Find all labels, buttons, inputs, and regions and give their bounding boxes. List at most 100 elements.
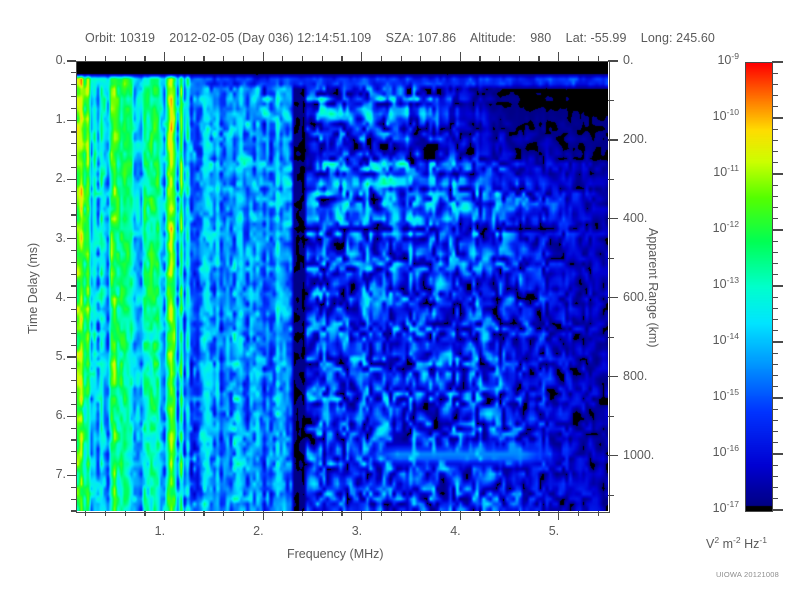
y-left-minor-tick bbox=[71, 190, 76, 192]
y-left-tick-label: 1. bbox=[55, 112, 66, 127]
header-metadata: Orbit: 10319 2012-02-05 (Day 036) 12:14:… bbox=[85, 31, 715, 45]
y-left-minor-tick bbox=[71, 143, 76, 145]
colorbar-major-tick bbox=[772, 397, 784, 399]
y-left-minor-tick bbox=[71, 249, 76, 252]
x-minor-tick bbox=[341, 511, 343, 516]
y-left-minor-tick bbox=[71, 380, 76, 382]
colorbar-minor-tick bbox=[772, 475, 779, 477]
y-right-minor-tick bbox=[608, 257, 614, 259]
y-left-major-tick bbox=[67, 60, 76, 62]
y-left-minor-tick bbox=[71, 368, 76, 370]
y-left-minor-tick bbox=[71, 95, 76, 98]
y-right-minor-tick bbox=[608, 494, 614, 496]
colorbar-minor-tick bbox=[772, 218, 779, 220]
y-left-minor-tick bbox=[71, 344, 76, 346]
y-left-tick-label: 2. bbox=[55, 171, 66, 186]
y-left-minor-tick bbox=[71, 285, 76, 287]
y-right-major-tick bbox=[608, 455, 618, 457]
x-minor-tick-top bbox=[439, 56, 442, 61]
x-minor-tick-top bbox=[203, 56, 205, 61]
x-major-tick bbox=[459, 511, 461, 520]
colorbar-minor-tick bbox=[772, 442, 779, 444]
y-left-minor-tick bbox=[71, 498, 76, 500]
colorbar-tick-label: 10-12 bbox=[712, 218, 739, 235]
y-right-major-tick bbox=[608, 139, 618, 141]
colorbar-major-tick bbox=[772, 453, 784, 455]
x-minor-tick-top bbox=[223, 56, 225, 61]
colorbar-tick-label: 10-9 bbox=[717, 50, 739, 67]
x-major-tick-top bbox=[361, 52, 363, 61]
y-left-minor-tick bbox=[71, 332, 76, 334]
spectrogram-canvas[interactable] bbox=[76, 61, 608, 511]
y-left-minor-tick bbox=[71, 403, 76, 405]
x-minor-tick bbox=[479, 511, 481, 516]
colorbar-tick-label: 10-11 bbox=[713, 162, 739, 179]
y-left-minor-tick bbox=[71, 391, 76, 394]
y-left-minor-tick bbox=[71, 463, 76, 465]
x-tick-label: 4. bbox=[450, 524, 461, 538]
y-left-minor-tick bbox=[71, 72, 76, 74]
y-left-minor-tick bbox=[71, 439, 76, 441]
x-minor-tick-top bbox=[597, 56, 599, 61]
x-minor-tick-top bbox=[282, 56, 284, 61]
y-left-minor-tick bbox=[71, 261, 76, 263]
colorbar-minor-tick bbox=[772, 431, 779, 433]
y-right-tick-label: 0. bbox=[623, 53, 634, 67]
colorbar-minor-tick bbox=[772, 319, 779, 321]
x-major-tick bbox=[558, 511, 560, 520]
colorbar-minor-tick bbox=[772, 128, 779, 130]
x-minor-tick-top bbox=[538, 56, 540, 61]
x-major-tick-top bbox=[558, 52, 560, 61]
x-minor-tick bbox=[242, 511, 245, 516]
x-tick-label: 3. bbox=[351, 524, 363, 538]
colorbar-minor-tick bbox=[772, 352, 779, 354]
colorbar-tick-label: 10-16 bbox=[712, 442, 739, 459]
y-left-minor-tick bbox=[71, 166, 76, 169]
x-minor-tick bbox=[144, 511, 146, 516]
y-right-minor-tick bbox=[608, 415, 614, 417]
colorbar-major-tick bbox=[772, 117, 784, 119]
y-axis-left-title: Time Delay (ms) bbox=[26, 242, 40, 334]
y-left-minor-tick bbox=[71, 320, 76, 323]
x-major-tick bbox=[164, 511, 166, 520]
y-left-major-tick bbox=[67, 356, 76, 358]
colorbar-minor-tick bbox=[772, 251, 779, 253]
x-minor-tick-top bbox=[242, 56, 245, 61]
y-left-minor-tick bbox=[71, 486, 76, 488]
spectrogram-plot-area[interactable] bbox=[76, 61, 608, 511]
colorbar-major-tick bbox=[772, 229, 784, 231]
colorbar-minor-tick bbox=[772, 274, 779, 276]
y-left-minor-tick bbox=[71, 427, 76, 429]
y-left-minor-tick bbox=[71, 84, 76, 86]
x-minor-tick-top bbox=[321, 56, 323, 61]
y-left-major-tick bbox=[67, 474, 76, 477]
x-minor-tick bbox=[183, 511, 185, 516]
colorbar-minor-tick bbox=[772, 386, 779, 388]
y-right-tick-label: 400. bbox=[623, 210, 648, 225]
colorbar-minor-tick bbox=[772, 464, 779, 466]
y-right-minor-tick bbox=[608, 336, 614, 338]
colorbar-minor-tick bbox=[772, 363, 779, 365]
x-minor-tick-top bbox=[499, 56, 501, 61]
colorbar-minor-tick bbox=[772, 487, 779, 489]
colorbar-major-tick bbox=[772, 173, 784, 175]
x-minor-tick bbox=[124, 511, 126, 516]
y-left-tick-label: 4. bbox=[55, 289, 66, 304]
y-left-major-tick bbox=[67, 178, 76, 180]
x-minor-tick bbox=[104, 511, 107, 516]
x-minor-tick bbox=[400, 511, 402, 516]
y-left-tick-label: 0. bbox=[55, 53, 66, 67]
colorbar[interactable] bbox=[745, 62, 773, 512]
colorbar-minor-tick bbox=[772, 296, 779, 298]
colorbar-minor-tick bbox=[772, 139, 779, 141]
colorbar-minor-tick bbox=[772, 307, 779, 309]
y-right-minor-tick bbox=[608, 178, 614, 180]
x-minor-tick-top bbox=[144, 56, 146, 61]
x-minor-tick-top bbox=[341, 56, 343, 61]
x-minor-tick-top bbox=[301, 56, 304, 61]
x-minor-tick-top bbox=[479, 56, 481, 61]
x-minor-tick-top bbox=[85, 56, 87, 61]
y-left-minor-tick bbox=[71, 510, 76, 512]
x-tick-label: 2. bbox=[253, 524, 264, 538]
